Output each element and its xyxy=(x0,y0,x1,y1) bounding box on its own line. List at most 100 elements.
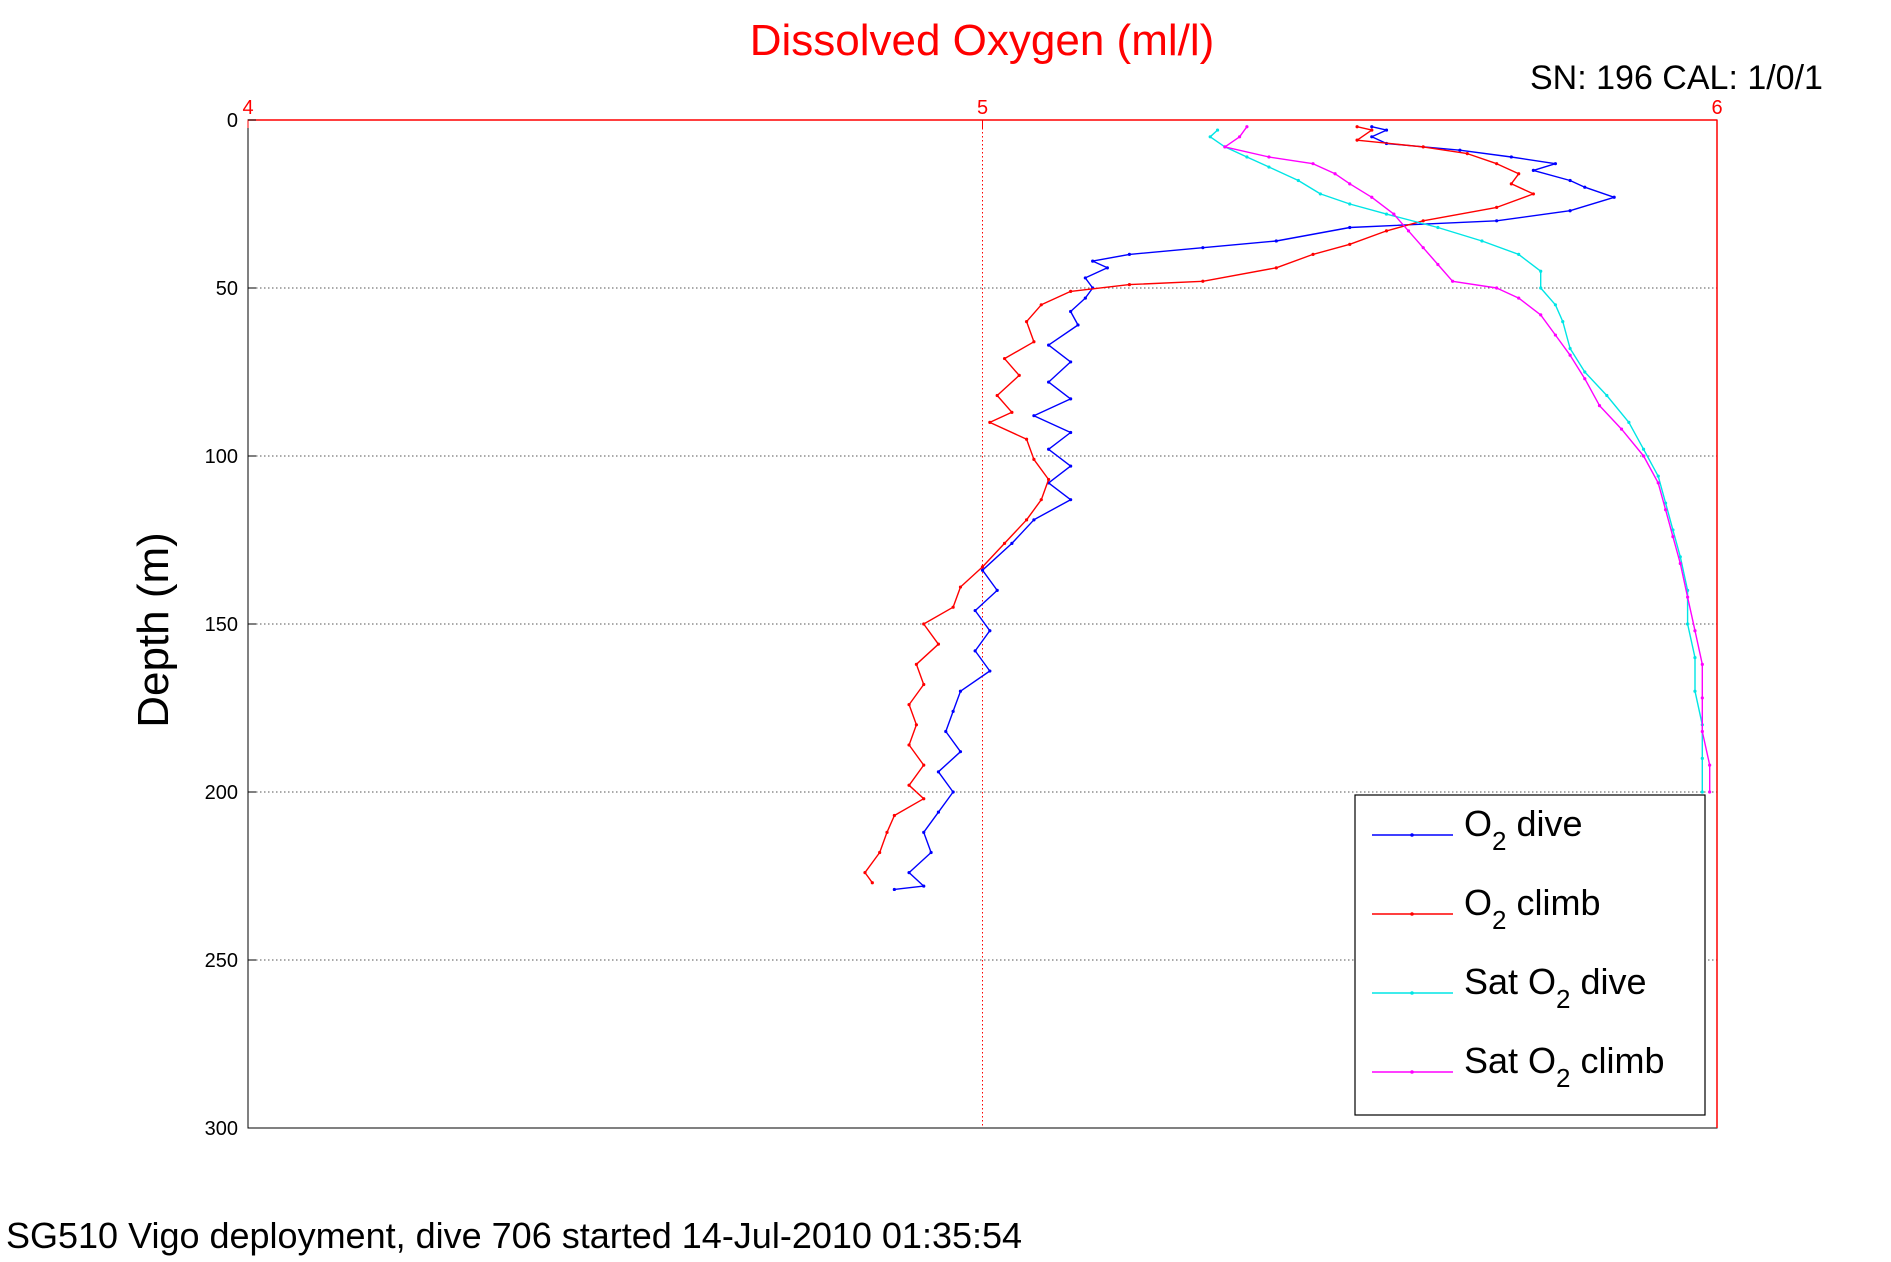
data-point-sat-o2-climb xyxy=(1708,790,1712,794)
data-point-sat-o2-climb xyxy=(1686,595,1690,599)
y-tick-label: 0 xyxy=(227,110,238,132)
data-point-o2-dive xyxy=(1612,195,1616,199)
series-line-sat-o2-dive xyxy=(1209,129,1703,792)
data-point-o2-dive xyxy=(1348,225,1352,230)
data-point-o2-dive xyxy=(951,709,955,713)
data-point-sat-o2-climb xyxy=(1568,353,1572,357)
data-point-o2-dive xyxy=(936,810,941,814)
y-tick-label: 150 xyxy=(205,614,238,636)
data-point-o2-climb xyxy=(1024,518,1029,522)
data-point-sat-o2-climb xyxy=(1619,427,1624,431)
data-point-o2-climb xyxy=(980,565,985,569)
data-point-o2-dive xyxy=(995,588,999,593)
data-point-o2-dive xyxy=(944,729,948,734)
data-point-sat-o2-climb xyxy=(1311,162,1315,166)
data-point-o2-climb xyxy=(922,797,926,801)
data-point-o2-climb xyxy=(870,881,874,885)
data-point-o2-climb xyxy=(1039,303,1043,307)
data-point-sat-o2-dive xyxy=(1700,790,1704,794)
data-point-o2-dive xyxy=(1032,414,1036,418)
data-point-sat-o2-climb xyxy=(1678,561,1682,566)
data-point-sat-o2-climb xyxy=(1656,481,1660,485)
data-point-sat-o2-dive xyxy=(1208,135,1212,139)
data-point-o2-climb xyxy=(885,830,889,834)
data-point-sat-o2-climb xyxy=(1539,313,1543,317)
data-point-o2-dive xyxy=(1069,430,1073,435)
data-point-sat-o2-dive xyxy=(1517,252,1521,256)
data-point-o2-dive xyxy=(988,629,992,633)
data-point-o2-climb xyxy=(907,743,911,747)
data-point-o2-dive xyxy=(1568,209,1572,213)
data-point-o2-dive xyxy=(1274,239,1278,243)
data-point-sat-o2-climb xyxy=(1671,535,1675,539)
data-point-o2-climb xyxy=(1032,457,1036,461)
data-point-o2-dive xyxy=(1370,135,1374,139)
data-point-o2-dive xyxy=(1370,125,1374,129)
data-point-sat-o2-climb xyxy=(1245,125,1249,129)
legend-label-sat-o2-climb: Sat O2 climb xyxy=(1464,1040,1665,1093)
data-point-sat-o2-climb xyxy=(1348,182,1352,186)
data-point-o2-dive xyxy=(1083,276,1087,280)
data-point-o2-dive xyxy=(929,850,933,855)
data-point-sat-o2-dive xyxy=(1318,192,1322,196)
data-point-sat-o2-climb xyxy=(1663,508,1668,512)
data-point-o2-climb xyxy=(1531,192,1535,196)
series-line-o2-dive xyxy=(894,126,1615,891)
x-axis-ticks: 4 5 6 xyxy=(242,97,1723,128)
data-point-o2-climb xyxy=(1024,437,1029,441)
data-point-o2-climb xyxy=(914,662,918,666)
data-point-sat-o2-climb xyxy=(1597,404,1602,408)
data-point-o2-climb xyxy=(1465,152,1469,156)
data-point-o2-climb xyxy=(958,585,963,589)
data-point-o2-climb xyxy=(1017,373,1021,377)
data-point-o2-dive xyxy=(907,871,911,875)
data-point-o2-dive xyxy=(980,568,985,572)
data-point-o2-dive xyxy=(958,750,963,754)
x-tick-label: 6 xyxy=(1711,97,1722,119)
data-point-sat-o2-climb xyxy=(1392,212,1396,216)
data-point-o2-climb xyxy=(1495,205,1499,209)
data-point-o2-climb xyxy=(1370,128,1374,132)
y-tick-label: 50 xyxy=(216,278,238,300)
data-point-o2-dive xyxy=(1047,447,1051,451)
data-point-o2-climb xyxy=(995,393,999,398)
y-tick-label: 200 xyxy=(205,782,238,804)
data-point-o2-dive xyxy=(936,770,941,774)
data-point-o2-dive xyxy=(1553,162,1558,166)
data-series xyxy=(863,125,1712,892)
data-point-o2-dive xyxy=(1458,148,1462,152)
data-point-sat-o2-dive xyxy=(1568,346,1572,351)
data-point-o2-climb xyxy=(1024,320,1029,324)
data-point-o2-climb xyxy=(892,813,896,818)
data-point-o2-climb xyxy=(914,723,918,727)
data-point-o2-dive xyxy=(1047,343,1051,347)
data-point-sat-o2-climb xyxy=(1553,333,1558,337)
data-point-sat-o2-climb xyxy=(1693,629,1697,633)
legend-marker-o2-dive xyxy=(1410,833,1414,837)
data-point-sat-o2-climb xyxy=(1370,195,1374,199)
data-point-sat-o2-dive xyxy=(1693,689,1697,693)
data-point-sat-o2-dive xyxy=(1384,212,1389,216)
data-point-sat-o2-dive xyxy=(1605,393,1609,398)
data-point-o2-climb xyxy=(1355,125,1359,129)
data-point-sat-o2-climb xyxy=(1237,135,1242,139)
data-point-o2-climb xyxy=(1311,252,1315,256)
data-point-o2-climb xyxy=(1517,172,1521,176)
data-point-sat-o2-dive xyxy=(1296,178,1300,183)
data-point-o2-climb xyxy=(1355,138,1359,142)
legend-marker-o2-climb xyxy=(1410,912,1414,916)
data-point-sat-o2-dive xyxy=(1539,286,1543,290)
data-point-o2-dive xyxy=(1069,464,1073,468)
data-point-sat-o2-dive xyxy=(1480,239,1484,243)
data-point-sat-o2-dive xyxy=(1663,501,1668,505)
data-point-o2-climb xyxy=(1495,162,1499,166)
data-point-sat-o2-dive xyxy=(1656,474,1660,478)
data-point-o2-dive xyxy=(1583,185,1587,189)
data-point-o2-dive xyxy=(922,830,926,834)
data-point-sat-o2-dive xyxy=(1641,447,1646,451)
x-tick-label: 4 xyxy=(242,97,253,119)
data-point-o2-dive xyxy=(1083,296,1087,300)
data-point-sat-o2-dive xyxy=(1215,128,1220,132)
data-point-o2-dive xyxy=(1032,518,1036,522)
data-point-o2-dive xyxy=(1384,128,1389,132)
